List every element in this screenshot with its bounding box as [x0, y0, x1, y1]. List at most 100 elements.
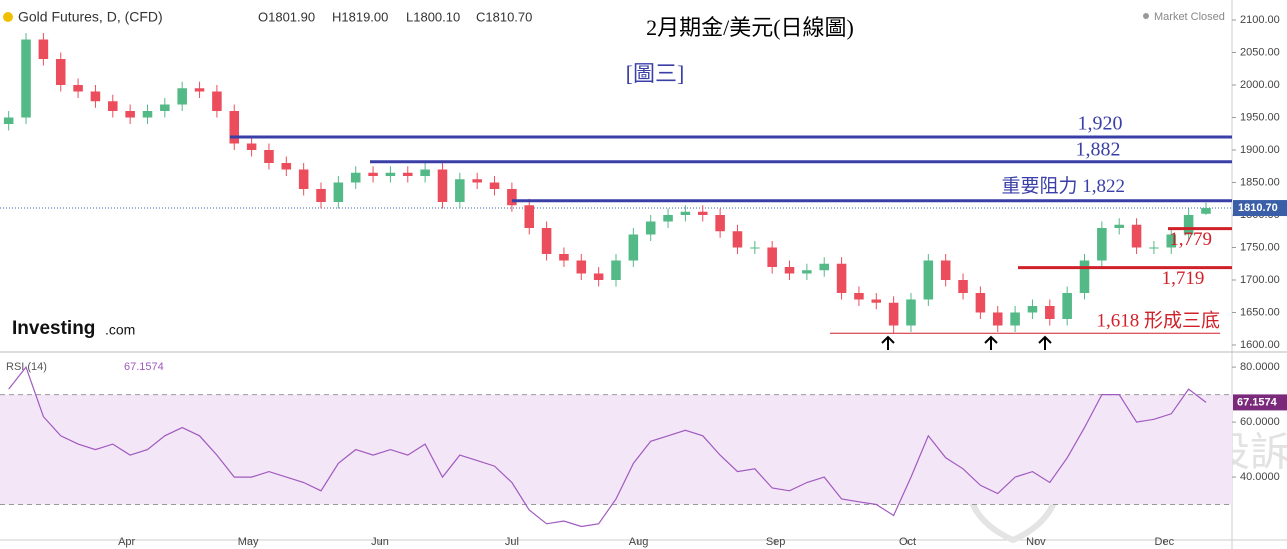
market-status: Market Closed	[1154, 11, 1225, 23]
candle-body	[177, 88, 187, 105]
candle-body	[906, 299, 916, 326]
candle-body	[576, 260, 587, 274]
y-tick-label: 2000.00	[1240, 79, 1280, 91]
candle-body	[472, 179, 482, 183]
x-tick-label: Aug	[629, 536, 649, 548]
y-tick-label: 80.0000	[1240, 361, 1280, 373]
x-tick-label: Dec	[1155, 536, 1175, 548]
candle-body	[316, 188, 326, 202]
candle-body	[142, 111, 153, 118]
candle-body	[871, 299, 882, 303]
candle-body	[73, 85, 83, 92]
y-tick-label: 2050.00	[1240, 46, 1280, 58]
candle-body	[992, 312, 1003, 326]
candle-body	[3, 117, 14, 125]
candle-body	[264, 150, 274, 164]
arrow	[1038, 335, 1052, 350]
last-price-badge	[1233, 200, 1287, 217]
ohlc-high: H1819.00	[332, 9, 388, 24]
candle-body	[1027, 305, 1038, 313]
candle-body	[281, 163, 292, 170]
candle-body	[1166, 234, 1177, 248]
logo: Investing	[12, 318, 95, 339]
candle-body	[524, 205, 535, 228]
arrow	[881, 335, 895, 350]
candle-body	[836, 263, 847, 293]
candle-body	[1097, 227, 1107, 261]
candle-body	[888, 302, 899, 326]
candle-body	[680, 211, 691, 215]
candle-body	[541, 227, 552, 254]
candle-body	[628, 234, 639, 261]
candle-body	[489, 182, 500, 189]
candle-body	[420, 169, 430, 176]
candle-body	[611, 260, 621, 280]
candle-body	[663, 214, 673, 222]
candle-body	[715, 214, 725, 232]
bottom-arrows	[881, 335, 1052, 350]
candle-body	[385, 172, 396, 176]
y-tick-label: 2100.00	[1240, 14, 1280, 26]
last-price-label: 1810.70	[1238, 202, 1278, 214]
candle-body	[923, 260, 934, 300]
candle-body	[1131, 224, 1142, 248]
x-tick-label: May	[238, 536, 259, 548]
candle-body	[368, 172, 378, 176]
x-tick-label: Apr	[118, 536, 135, 548]
candle-body	[784, 266, 795, 274]
candle-body	[819, 263, 829, 271]
x-tick-label: Sep	[766, 536, 786, 548]
candle-body	[1183, 214, 1194, 235]
ohlc-close: C1810.70	[476, 9, 532, 24]
level-label: 1,779	[1169, 229, 1212, 250]
candle-body	[125, 111, 135, 118]
candle-body	[750, 247, 760, 249]
candle-body	[1149, 247, 1159, 249]
candle-body	[1079, 260, 1090, 293]
candle-body	[108, 101, 118, 112]
candle-body	[333, 182, 344, 202]
level-label: 1,719	[1162, 268, 1205, 289]
candle-body	[593, 273, 604, 280]
ohlc-open: O1801.90	[258, 9, 315, 24]
candle-body	[350, 172, 361, 183]
y-tick-label: 40.0000	[1240, 471, 1280, 483]
level-label: 1,882	[1076, 138, 1121, 160]
candle-body	[645, 221, 656, 235]
rsi-value: 67.1574	[124, 361, 164, 373]
candle-body	[507, 188, 517, 206]
candle-body	[697, 211, 708, 215]
candle-body	[437, 169, 448, 202]
x-tick-label: Jul	[505, 536, 519, 548]
level-label: 1,618 形成三底	[1096, 310, 1220, 332]
arrow	[984, 335, 998, 350]
candle-body	[1114, 224, 1124, 228]
candle-body	[802, 270, 812, 274]
candle-body	[246, 143, 257, 151]
candle-body	[854, 292, 864, 300]
y-tick-label: 1750.00	[1240, 241, 1280, 253]
candle-body	[160, 104, 170, 112]
candle-body	[1045, 305, 1055, 319]
chart-subtitle: [圖三]	[626, 61, 685, 86]
candle-body	[455, 179, 465, 202]
rsi-line	[8, 365, 1207, 528]
status-dot	[1143, 13, 1149, 19]
candle-body	[298, 169, 309, 189]
rsi-band	[0, 394, 1232, 505]
candle-body	[55, 59, 66, 86]
candle-body	[975, 292, 986, 313]
y-tick-label: 1600.00	[1240, 339, 1280, 351]
candle-body	[212, 91, 222, 112]
candle-body	[229, 111, 240, 144]
candle-body	[732, 231, 743, 248]
y-tick-label: 60.0000	[1240, 416, 1280, 428]
x-tick-label: Jun	[371, 536, 389, 548]
y-tick-label: 1950.00	[1240, 111, 1280, 123]
candle-body	[940, 260, 951, 280]
y-tick-label: 1850.00	[1240, 176, 1280, 188]
candle-body	[958, 279, 968, 293]
y-tick-label: 1650.00	[1240, 306, 1280, 318]
level-label: 重要阻力 1,822	[1001, 175, 1125, 197]
